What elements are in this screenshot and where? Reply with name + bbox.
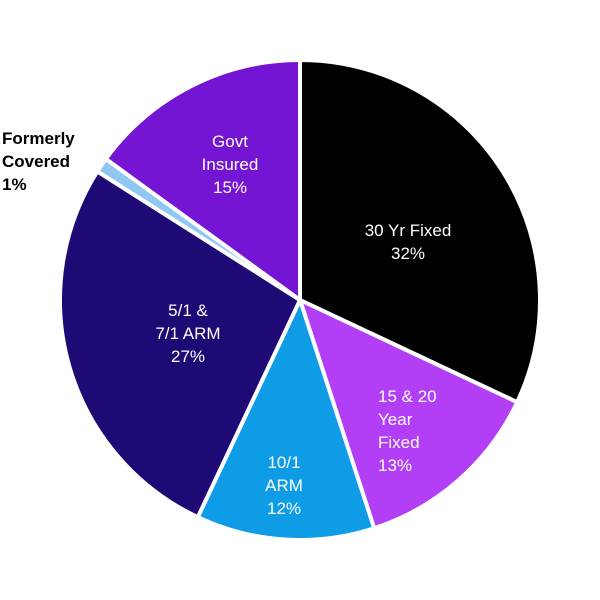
pie-slice-label-line: Govt: [212, 132, 248, 151]
pie-slice-label: Govt Insured 15%: [202, 132, 259, 197]
pie-slice-label-line: Covered: [2, 152, 70, 171]
pie-slice-label: 15 & 20 Year Fixed 13%: [378, 387, 437, 475]
pie-slice-label-line: 10/1: [267, 453, 300, 472]
pie-slice: [103, 57, 302, 304]
pie-slice-label-line: 12%: [267, 499, 301, 518]
pie-slice-label-line: 30 Yr Fixed: [365, 221, 452, 240]
pie-slice-label-line: Formerly: [2, 129, 75, 148]
pie-slice-label-line: Year: [378, 410, 413, 429]
pie-slice-label-line: Insured: [202, 155, 259, 174]
pie-slice-label: 10/1 ARM 12%: [265, 453, 303, 518]
pie-slice: [298, 57, 542, 405]
pie-slice: [195, 294, 377, 542]
pie-slice-label: 5/1 & 7/1 ARM 27%: [155, 301, 220, 366]
pie-slice-label: 30 Yr Fixed 32%: [365, 221, 452, 263]
pie-slice-label: Formerly Covered 1%: [2, 129, 75, 194]
pie-slice-label-line: ARM: [265, 476, 303, 495]
pie-slices: [58, 57, 542, 542]
pie-slice: [58, 168, 303, 520]
pie-slice-label-line: 5/1 &: [168, 301, 208, 320]
pie-slice-label-line: Fixed: [378, 433, 420, 452]
pie-slice-label-line: 15%: [213, 178, 247, 197]
pie-labels: 30 Yr Fixed 32% 15 & 20 Year Fixed 13% 10/1 ARM…: [2, 129, 451, 518]
pie-slice-label-line: 27%: [171, 347, 205, 366]
pie-slice: [296, 296, 520, 531]
pie-slice-label-line: 7/1 ARM: [155, 324, 220, 343]
pie-slice-label-line: 13%: [378, 456, 412, 475]
pie-slice-label-line: 15 & 20: [378, 387, 437, 406]
pie-slice-label-line: 32%: [391, 244, 425, 263]
pie-slice-label-line: 1%: [2, 175, 27, 194]
